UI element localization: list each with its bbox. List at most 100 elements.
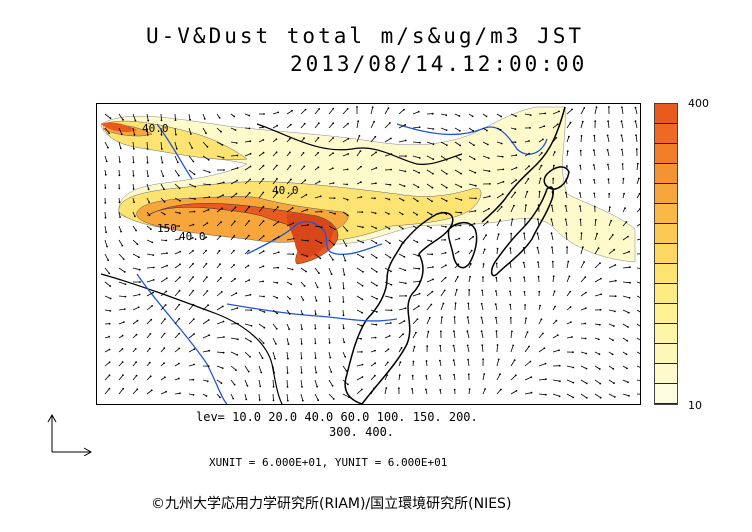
wind-arrow [216,194,224,199]
wind-arrow [496,359,500,367]
wind-arrow-head [132,174,135,177]
colorbar-min-label: 10 [688,399,702,412]
wind-arrow-head [237,338,239,341]
wind-arrow-head [360,165,362,168]
wind-arrow-head [484,388,486,390]
wind-arrow [188,276,194,283]
wind-arrow-head [361,284,364,287]
wind-arrow-head [146,161,149,164]
wind-arrow-head [599,262,601,264]
wind-arrow-head [564,191,567,194]
wind-arrow [384,322,391,325]
wind-arrow-head [390,309,393,312]
wind-arrow-head [445,114,448,116]
wind-arrow-head [529,360,532,363]
wind-arrow-head [331,384,334,387]
wind-arrow-head [205,132,207,134]
wind-arrow [244,365,250,372]
wind-arrow-head [526,190,529,193]
wind-arrow-head [160,148,163,150]
wind-arrow [594,107,597,115]
wind-arrow [202,141,208,148]
wind-arrow [621,135,624,143]
wind-arrow [580,261,585,269]
wind-arrow [258,206,264,213]
wind-arrow-head [235,292,238,295]
wind-arrow-head [566,165,568,167]
wind-arrow-head [556,123,559,126]
wind-arrow-head [108,132,111,135]
wind-arrow-head [146,148,149,150]
wind-arrow [510,219,513,227]
wind-arrow-head [374,374,376,377]
wind-arrow-head [328,327,331,329]
wind-arrow [104,375,110,381]
wind-arrow [552,393,560,397]
wind-arrow [608,393,615,398]
wind-arrow [482,155,489,159]
wind-arrow-head [620,120,623,123]
wind-arrow [384,107,389,115]
wind-arrow-head [623,192,625,195]
wind-arrow-head [373,120,375,123]
wind-arrow-head [431,253,434,256]
wind-arrow [272,379,274,387]
wind-arrow-head [566,150,569,153]
wind-arrow [412,293,420,297]
wind-arrow [104,361,110,367]
wind-arrow-head [542,138,544,141]
wind-arrow-head [621,106,623,109]
wind-arrow [202,155,209,161]
wind-arrow [453,345,456,353]
wind-arrow-head [627,381,629,384]
wind-arrow-head [108,387,111,390]
wind-arrow-head [262,235,265,237]
wind-arrow-head [290,283,293,286]
wind-arrow [230,307,238,311]
wind-arrow-head [445,264,447,267]
wind-arrow [384,295,392,299]
wind-arrow-head [164,318,166,320]
wind-arrow-head [412,360,415,363]
wind-arrow-head [419,141,421,144]
wind-arrow-head [277,266,280,269]
wind-arrow-head [235,369,237,371]
wind-arrow [566,291,571,297]
wind-arrow-head [191,147,193,149]
wind-arrow-head [122,321,125,323]
wind-arrow [104,127,110,134]
wind-arrow [216,365,223,369]
wind-arrow-head [544,362,547,365]
wind-arrow [300,239,308,242]
wind-arrow-head [593,179,595,181]
wind-arrow-head [474,210,477,212]
wind-arrow [538,191,540,199]
colorbar-segment [655,164,677,184]
wind-arrow-head [388,335,391,337]
wind-arrow [216,277,222,283]
wind-arrow-head [416,213,418,216]
wind-arrow-head [515,154,518,156]
wind-arrow-head [333,197,336,199]
wind-arrow-head [205,249,207,252]
wind-arrow [314,195,321,199]
wind-arrow-head [612,339,614,342]
wind-arrow [426,331,429,339]
wind-arrow [174,141,178,149]
wind-arrow-head [502,180,505,183]
wind-arrow [426,317,431,325]
wind-arrow [635,107,638,115]
wind-arrow-head [417,110,420,113]
wind-arrow-head [565,178,568,181]
wind-arrow-head [514,374,517,377]
wind-arrow [272,251,279,255]
wind-arrow [132,320,138,325]
wind-arrow-head [473,144,475,147]
contour-label: 40.0 [142,122,169,135]
wind-arrow-head [538,190,541,193]
wind-arrow-head [555,137,558,139]
wind-arrow-head [290,178,292,181]
wind-arrow-head [132,161,135,164]
wind-arrow [607,149,610,157]
wind-arrow-head [147,175,149,177]
